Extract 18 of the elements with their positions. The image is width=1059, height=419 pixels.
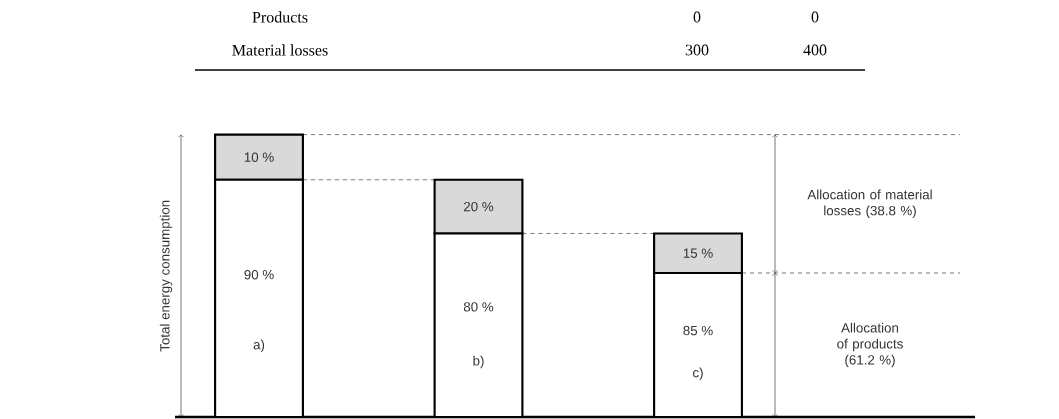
text: Material losses xyxy=(232,44,328,56)
text: Total energy consumption xyxy=(159,200,173,352)
annotation: 90 % xyxy=(244,269,274,280)
text: 0 xyxy=(811,11,819,23)
annotation: Allocation of material losses (38.8 %) xyxy=(807,189,932,218)
text: 400 xyxy=(803,44,827,56)
annotation: 85 % xyxy=(683,325,713,336)
annotation: Allocation of products (61.2 %) xyxy=(837,322,903,368)
x-tick-label: b) xyxy=(473,355,484,369)
annotation: 80 % xyxy=(463,302,494,312)
x-tick-label: a) xyxy=(253,339,265,353)
annotation: 10 % xyxy=(244,152,274,162)
annotation: 15 % xyxy=(683,248,713,258)
text: Products xyxy=(252,11,308,23)
annotation: 20 % xyxy=(463,201,494,212)
text: 300 xyxy=(685,44,709,56)
x-tick-label: c) xyxy=(693,367,703,380)
text: 0 xyxy=(693,11,701,23)
